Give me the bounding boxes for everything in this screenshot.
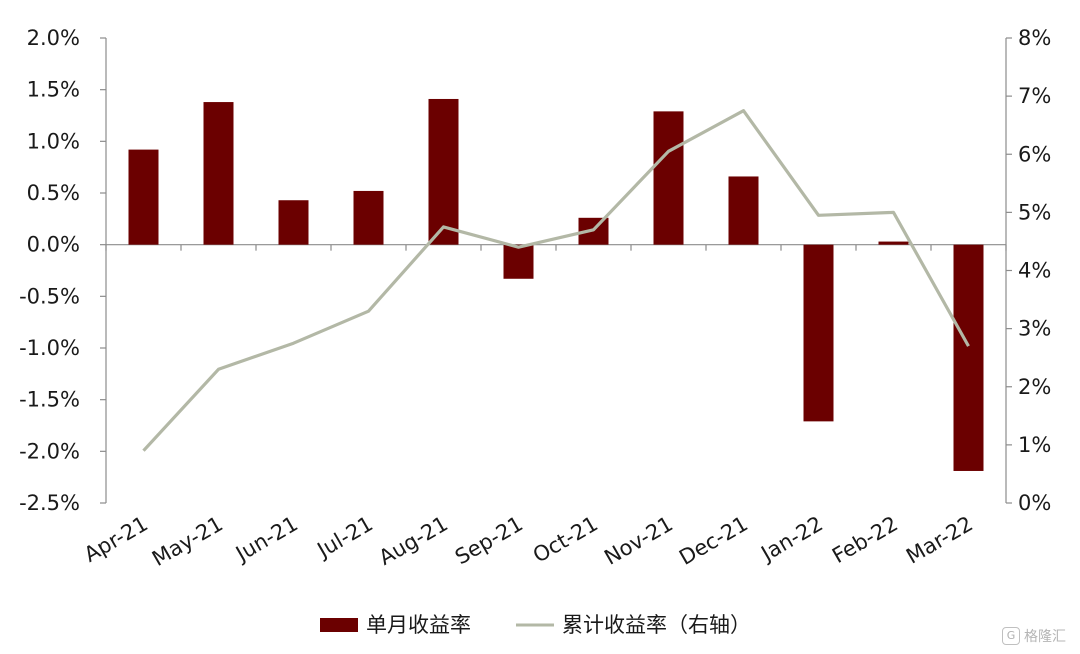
x-tick-label: Jun-21 [230,512,302,567]
left-tick-label: 1.0% [27,129,80,153]
cumulative-return-line [142,109,970,452]
left-tick-label: 2.0% [27,26,80,50]
bar-Mar-22 [953,244,984,471]
x-tick-label: Mar-22 [902,512,977,569]
right-tick-label: 4% [1018,259,1051,283]
bar-Aug-21 [428,98,459,245]
right-tick-label: 7% [1018,84,1051,108]
x-tick-label: Nov-21 [600,512,677,570]
left-axis-ticks: -2.5% -2.0% -1.5% -1.0% -0.5% 0.0% 0.5% 1.0% 1.5… [19,26,80,515]
legend-swatch-monthly [320,618,358,632]
x-tick-label: Feb-22 [828,512,902,569]
left-tick-label: 0.5% [27,181,80,205]
left-tick-label: -1.0% [19,336,80,360]
legend: 单月收益率 累计收益率（右轴） [320,613,751,637]
watermark-logo-icon: G [1002,627,1020,645]
bar-Sep-21 [503,244,534,279]
x-tick-label: Aug-21 [375,512,452,570]
x-tick-label: Jul-21 [312,512,377,564]
left-tick-label: 0.0% [27,233,80,257]
bar-Apr-21 [128,149,159,245]
right-tick-label: 6% [1018,142,1051,166]
right-tick-label: 8% [1018,26,1051,50]
watermark-text: 格隆汇 [1024,629,1066,645]
right-axis-ticks: 0% 1% 2% 3% 4% 5% 6% 7% 8% [1018,26,1051,515]
bar-May-21 [203,102,234,245]
right-tick-label: 1% [1018,433,1051,457]
x-tick-label: Dec-21 [675,512,752,570]
bar-series-monthly [128,98,984,471]
left-tick-label: -2.5% [19,491,80,515]
x-tick-label: Oct-21 [529,512,602,568]
legend-label-monthly: 单月收益率 [366,613,471,637]
left-tick-label: -0.5% [19,284,80,308]
line-series-cumulative [142,109,970,452]
x-tick-label: May-21 [148,512,227,571]
watermark: G 格隆汇 [1002,626,1066,646]
right-tick-label: 5% [1018,200,1051,224]
right-tick-label: 2% [1018,375,1051,399]
bar-Nov-21 [653,111,684,245]
right-tick-label: 0% [1018,491,1051,515]
bar-Jul-21 [353,190,384,245]
right-tick-label: 3% [1018,317,1051,341]
bar-Feb-22 [878,241,909,245]
bar-Jan-22 [803,244,834,422]
left-tick-label: -2.0% [19,439,80,463]
x-tick-label: Sep-21 [451,512,527,570]
left-tick-label: 1.5% [27,78,80,102]
axes [100,37,1012,504]
legend-label-cumulative: 累计收益率（右轴） [562,613,751,637]
x-tick-label: Apr-21 [80,512,152,567]
bar-Dec-21 [728,176,759,245]
x-tick-label: Jan-22 [756,512,827,567]
left-tick-label: -1.5% [19,388,80,412]
bar-Jun-21 [278,200,309,245]
